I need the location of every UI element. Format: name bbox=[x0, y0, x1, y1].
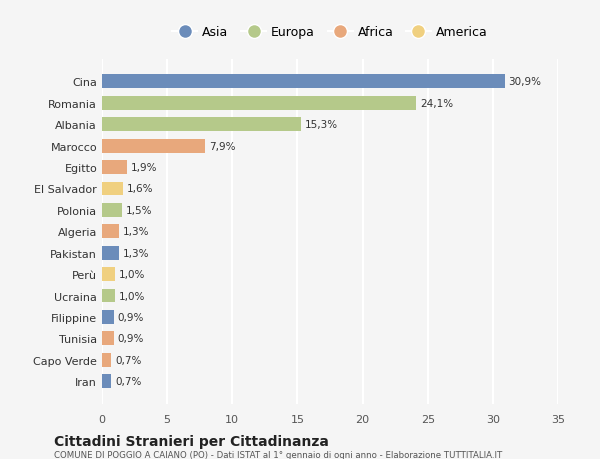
Bar bbox=[102, 97, 416, 111]
Bar bbox=[102, 310, 114, 324]
Bar bbox=[102, 182, 123, 196]
Text: 15,3%: 15,3% bbox=[305, 120, 338, 130]
Text: 0,9%: 0,9% bbox=[118, 334, 144, 344]
Bar bbox=[102, 289, 115, 303]
Text: COMUNE DI POGGIO A CAIANO (PO) - Dati ISTAT al 1° gennaio di ogni anno - Elabora: COMUNE DI POGGIO A CAIANO (PO) - Dati IS… bbox=[54, 450, 502, 459]
Text: 30,9%: 30,9% bbox=[508, 77, 541, 87]
Text: 24,1%: 24,1% bbox=[420, 99, 453, 109]
Legend: Asia, Europa, Africa, America: Asia, Europa, Africa, America bbox=[167, 21, 493, 44]
Bar bbox=[102, 246, 119, 260]
Bar bbox=[102, 268, 115, 281]
Text: 1,3%: 1,3% bbox=[123, 227, 149, 237]
Text: 0,9%: 0,9% bbox=[118, 312, 144, 322]
Bar bbox=[102, 140, 205, 153]
Bar bbox=[102, 203, 122, 218]
Text: Cittadini Stranieri per Cittadinanza: Cittadini Stranieri per Cittadinanza bbox=[54, 434, 329, 448]
Bar bbox=[102, 332, 114, 346]
Bar bbox=[102, 161, 127, 175]
Bar bbox=[102, 375, 111, 388]
Text: 7,9%: 7,9% bbox=[209, 141, 235, 151]
Text: 1,0%: 1,0% bbox=[119, 291, 145, 301]
Text: 1,9%: 1,9% bbox=[131, 163, 157, 173]
Text: 1,6%: 1,6% bbox=[127, 184, 153, 194]
Text: 0,7%: 0,7% bbox=[115, 355, 142, 365]
Bar bbox=[102, 75, 505, 89]
Text: 1,0%: 1,0% bbox=[119, 269, 145, 280]
Text: 1,5%: 1,5% bbox=[125, 206, 152, 215]
Bar bbox=[102, 353, 111, 367]
Text: 0,7%: 0,7% bbox=[115, 376, 142, 386]
Bar bbox=[102, 118, 301, 132]
Bar bbox=[102, 225, 119, 239]
Text: 1,3%: 1,3% bbox=[123, 248, 149, 258]
